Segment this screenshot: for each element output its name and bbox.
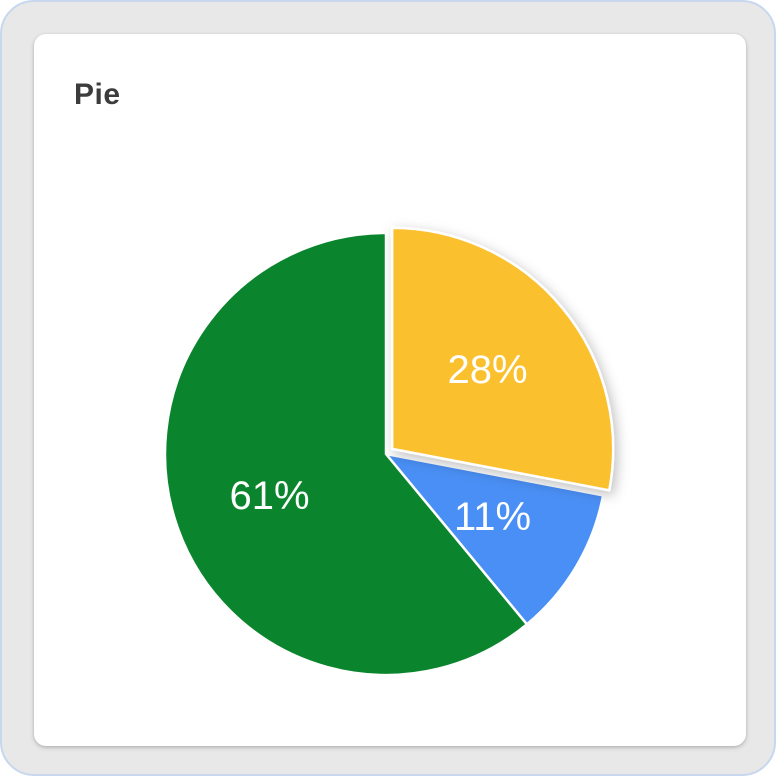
slice-label-2: 11%	[454, 495, 531, 539]
slice-label-1: 28%	[447, 348, 527, 392]
pie-slice-2	[384, 452, 605, 626]
pie-chart: 28% 11% 61%	[163, 226, 615, 677]
chart-card: Pie 28% 11% 61%	[34, 34, 746, 746]
pie-slice-1	[390, 226, 615, 492]
slice-label-3: 61%	[230, 474, 310, 518]
card-title: Pie	[74, 78, 121, 111]
pie-slice-3	[163, 231, 529, 677]
